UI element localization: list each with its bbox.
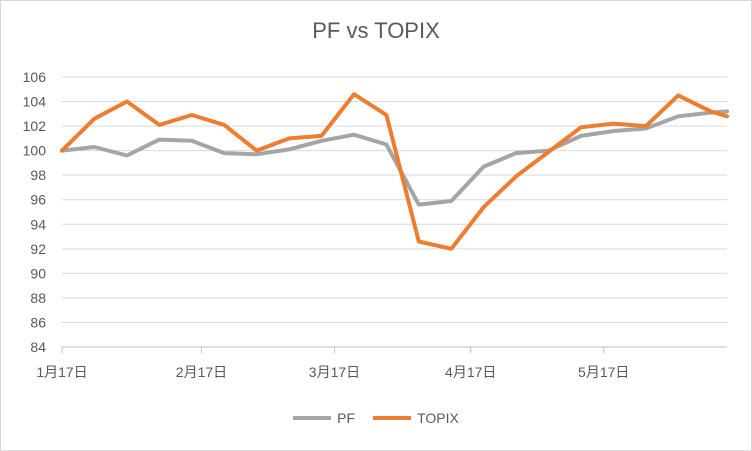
y-tick-label-98: 98 bbox=[30, 167, 46, 183]
y-tick-label-106: 106 bbox=[23, 69, 47, 85]
y-tick-label-92: 92 bbox=[30, 241, 46, 257]
legend-swatch-pf bbox=[293, 416, 332, 420]
legend-item-pf: PF bbox=[293, 410, 355, 426]
legend: PF TOPIX bbox=[0, 410, 752, 426]
legend-swatch-topix bbox=[373, 416, 412, 420]
y-tick-label-96: 96 bbox=[30, 192, 46, 208]
legend-label-topix: TOPIX bbox=[417, 410, 459, 426]
chart-title: PF vs TOPIX bbox=[312, 18, 440, 43]
y-tick-label-100: 100 bbox=[23, 143, 47, 159]
y-tick-label-86: 86 bbox=[30, 314, 46, 330]
y-tick-label-94: 94 bbox=[30, 216, 46, 232]
y-tick-label-104: 104 bbox=[23, 94, 47, 110]
y-tick-label-90: 90 bbox=[30, 265, 46, 281]
y-tick-label-102: 102 bbox=[23, 118, 47, 134]
legend-label-pf: PF bbox=[337, 410, 356, 426]
x-tick-label-1: 2月17日 bbox=[176, 364, 227, 380]
y-tick-label-84: 84 bbox=[30, 339, 46, 355]
series-line-topix bbox=[60, 92, 729, 251]
x-tick-label-0: 1月17日 bbox=[36, 364, 87, 380]
y-tick-label-88: 88 bbox=[30, 290, 46, 306]
x-tick-label-3: 4月17日 bbox=[445, 364, 496, 380]
x-tick-label-2: 3月17日 bbox=[309, 364, 360, 380]
legend-item-topix: TOPIX bbox=[373, 410, 459, 426]
x-tick-label-4: 5月17日 bbox=[578, 364, 629, 380]
